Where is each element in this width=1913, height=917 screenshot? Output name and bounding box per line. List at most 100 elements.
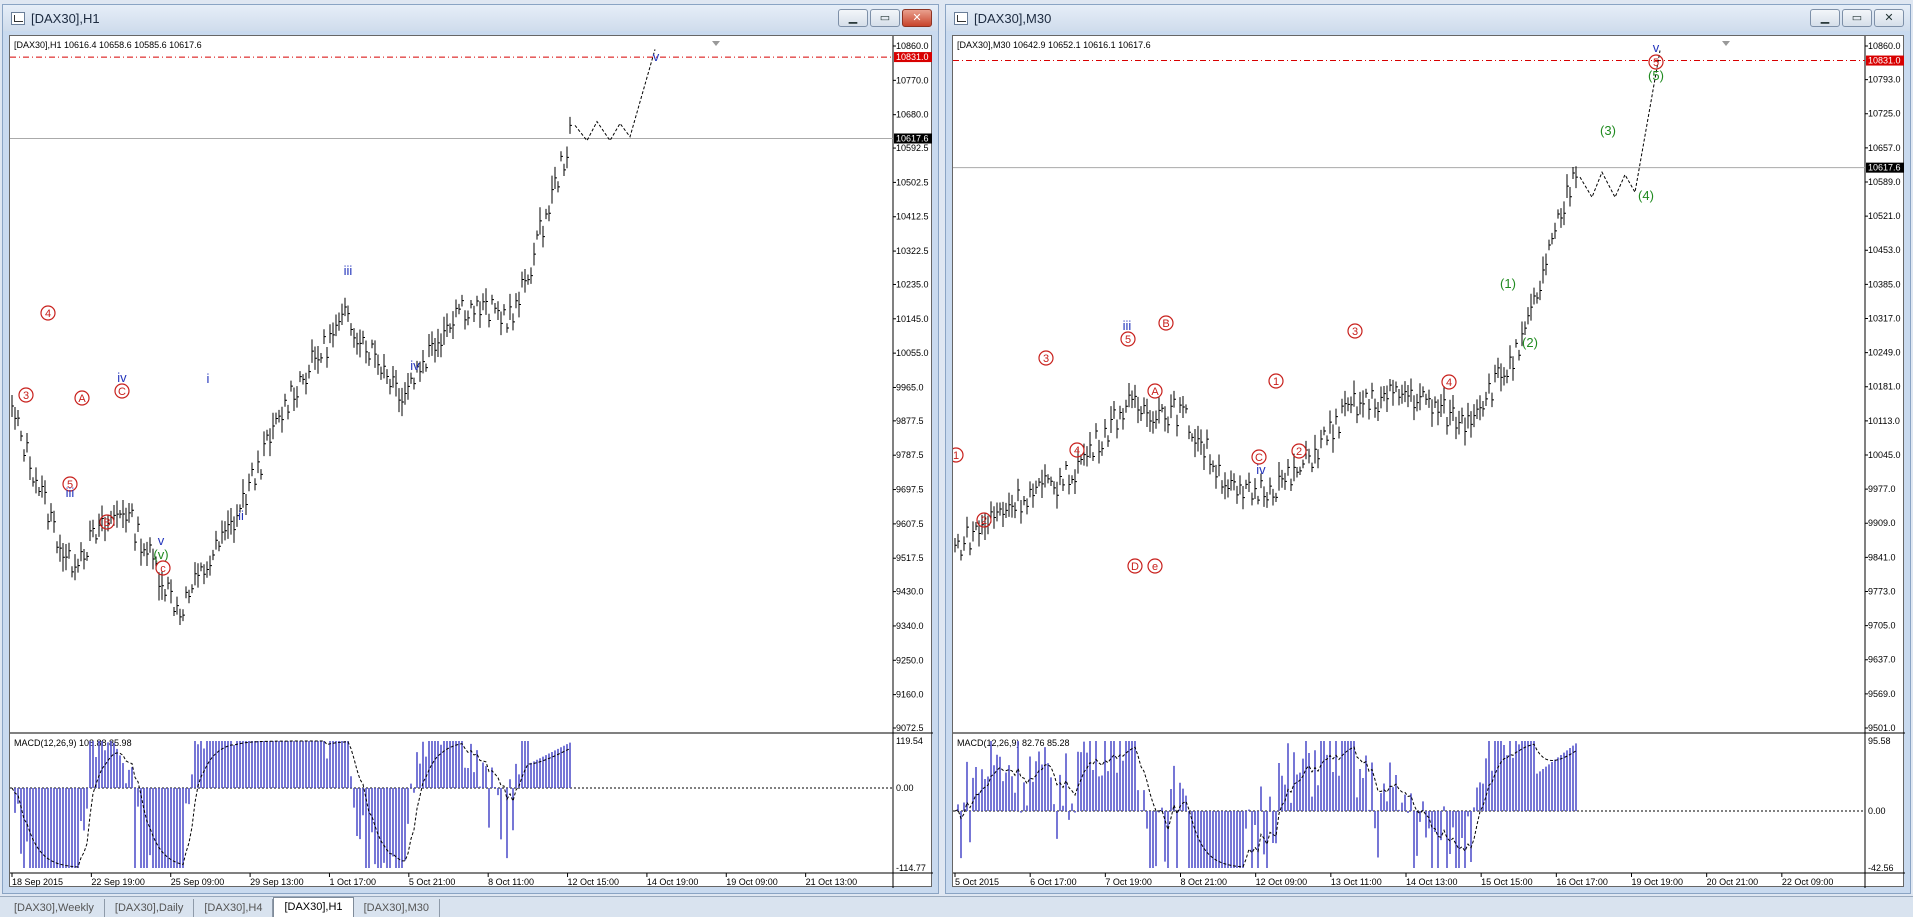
- wave-label: 4: [1446, 377, 1452, 389]
- tab-h4[interactable]: [DAX30],H4: [194, 899, 274, 917]
- chart-area[interactable]: [DAX30],H1 10616.4 10658.6 10585.6 10617…: [9, 35, 933, 888]
- price-tick-label: 10181.0: [1868, 382, 1901, 392]
- close-button[interactable]: ✕: [1874, 9, 1904, 27]
- wave-label-circle: [1147, 558, 1163, 574]
- wave-label-circle: [1347, 323, 1363, 339]
- maximize-button[interactable]: ▭: [1842, 9, 1872, 27]
- wave-label-circle: [1268, 373, 1284, 389]
- time-tick-label: 25 Sep 09:00: [171, 877, 225, 887]
- price-tick-label: 9569.0: [1868, 689, 1896, 699]
- time-tick-label: 19 Oct 19:00: [1632, 877, 1684, 887]
- projection-path: [574, 49, 656, 142]
- tab-weekly[interactable]: [DAX30],Weekly: [4, 899, 105, 917]
- time-tick-label: 20 Oct 21:00: [1707, 877, 1759, 887]
- price-tick-label: 10589.0: [1868, 177, 1901, 187]
- wave-label: C: [118, 386, 126, 398]
- wave-label: 1: [953, 450, 959, 462]
- resistance-tag: [894, 52, 932, 63]
- wave-label: iv: [410, 358, 420, 373]
- price-tick-label: 9965.0: [896, 382, 924, 392]
- maximize-button[interactable]: ▭: [870, 9, 900, 27]
- time-tick-label: 5 Oct 2015: [955, 877, 999, 887]
- wave-label: iii: [344, 263, 353, 278]
- price-tick-label: 10770.0: [896, 75, 929, 85]
- wave-label: D: [1131, 561, 1139, 573]
- time-tick-label: 12 Oct 09:00: [1256, 877, 1308, 887]
- price-tick-label: 10725.0: [1868, 109, 1901, 119]
- wave-label: (v): [153, 547, 168, 562]
- time-tick-label: 29 Sep 13:00: [250, 877, 304, 887]
- minimize-button[interactable]: ▁: [838, 9, 868, 27]
- wave-label-circle: [99, 514, 115, 530]
- price-tick-label: 10045.0: [1868, 450, 1901, 460]
- price-tick-label: 10793.0: [1868, 75, 1901, 85]
- price-tick-label: 10412.5: [896, 212, 929, 222]
- price-chart[interactable]: [DAX30],M30 10642.9 10652.1 10616.1 1061…: [953, 36, 1905, 888]
- wave-label: iv: [1256, 462, 1266, 477]
- wave-label: 3: [23, 390, 29, 402]
- chart-tabs-bar: [DAX30],Weekly [DAX30],Daily [DAX30],H4 …: [0, 896, 1913, 917]
- tab-m30[interactable]: [DAX30],M30: [354, 899, 440, 917]
- macd-tick-label: 0.00: [896, 783, 914, 793]
- wave-label: ii: [238, 508, 244, 523]
- macd-tick-label: 95.58: [1868, 736, 1891, 746]
- wave-label: 2: [1296, 446, 1302, 458]
- current-price-tag: [894, 133, 932, 144]
- wave-label-circle: [40, 305, 56, 321]
- current-price-tag: [1866, 162, 1904, 173]
- chart-icon: [954, 11, 968, 25]
- wave-label: (4): [1638, 188, 1654, 203]
- scroll-marker-icon: [712, 41, 720, 46]
- time-tick-label: 22 Sep 19:00: [91, 877, 145, 887]
- tab-h1[interactable]: [DAX30],H1: [273, 897, 354, 917]
- time-tick-label: 8 Oct 11:00: [488, 877, 534, 887]
- resistance-tag: [1866, 55, 1904, 66]
- wave-label-circle: [1038, 350, 1054, 366]
- wave-label: (1): [1500, 276, 1516, 291]
- time-tick-label: 18 Sep 2015: [12, 877, 63, 887]
- wave-label: 4: [1074, 445, 1080, 457]
- tab-daily[interactable]: [DAX30],Daily: [105, 899, 195, 917]
- time-tick-label: 15 Oct 15:00: [1481, 877, 1533, 887]
- price-tick-label: 10235.0: [896, 279, 929, 289]
- chart-area[interactable]: [DAX30],M30 10642.9 10652.1 10616.1 1061…: [952, 35, 1905, 888]
- wave-label-circle: [18, 387, 34, 403]
- price-tick-label: 9773.0: [1868, 586, 1896, 596]
- wave-label: iii: [1123, 318, 1132, 333]
- window-titlebar[interactable]: [DAX30],M30 ▁ ▭ ✕: [946, 5, 1910, 31]
- window-title: [DAX30],H1: [31, 10, 100, 26]
- wave-label: (5): [1648, 68, 1664, 83]
- price-tick-label: 9607.5: [896, 519, 924, 529]
- price-tick-label: 10113.0: [1868, 416, 1900, 426]
- price-tick-label: 10317.0: [1868, 313, 1901, 323]
- time-tick-label: 21 Oct 13:00: [806, 877, 858, 887]
- info-line: [DAX30],M30 10642.9 10652.1 10616.1 1061…: [957, 40, 1151, 50]
- price-tick-label: 9340.0: [896, 621, 924, 631]
- wave-label-circle: [1291, 443, 1307, 459]
- macd-label: MACD(12,26,9) 108.88 85.98: [14, 738, 132, 748]
- price-tick-label: 10680.0: [896, 110, 929, 120]
- minimize-button[interactable]: ▁: [1810, 9, 1840, 27]
- wave-label: B: [103, 517, 110, 529]
- time-tick-label: 14 Oct 19:00: [647, 877, 699, 887]
- time-tick-label: 16 Oct 17:00: [1556, 877, 1608, 887]
- chart-window-m30[interactable]: [DAX30],M30 ▁ ▭ ✕ [DAX30],M30 10642.9 10…: [945, 4, 1911, 894]
- price-tick-label: 10860.0: [1868, 41, 1901, 51]
- wave-label: (3): [1600, 123, 1616, 138]
- macd-histogram: [14, 741, 571, 868]
- wave-label-circle: [1648, 54, 1664, 70]
- time-tick-label: 6 Oct 17:00: [1030, 877, 1077, 887]
- time-tick-label: 19 Oct 09:00: [726, 877, 778, 887]
- wave-label: i: [207, 371, 210, 386]
- window-titlebar[interactable]: [DAX30],H1 ▁ ▭ ✕: [3, 5, 938, 31]
- wave-label-circle: [1251, 449, 1267, 465]
- macd-label: MACD(12,26,9) 82.76 85.28: [957, 738, 1070, 748]
- close-button[interactable]: ✕: [902, 9, 932, 27]
- resistance-tag-label: 10831.0: [896, 52, 929, 62]
- price-chart[interactable]: [DAX30],H1 10616.4 10658.6 10585.6 10617…: [10, 36, 933, 888]
- chart-window-h1[interactable]: [DAX30],H1 ▁ ▭ ✕ [DAX30],H1 10616.4 1065…: [2, 4, 939, 894]
- wave-label: 5: [1653, 57, 1659, 69]
- price-tick-label: 10502.5: [896, 177, 929, 187]
- price-tick-label: 9977.0: [1868, 484, 1896, 494]
- wave-label: C: [1255, 452, 1263, 464]
